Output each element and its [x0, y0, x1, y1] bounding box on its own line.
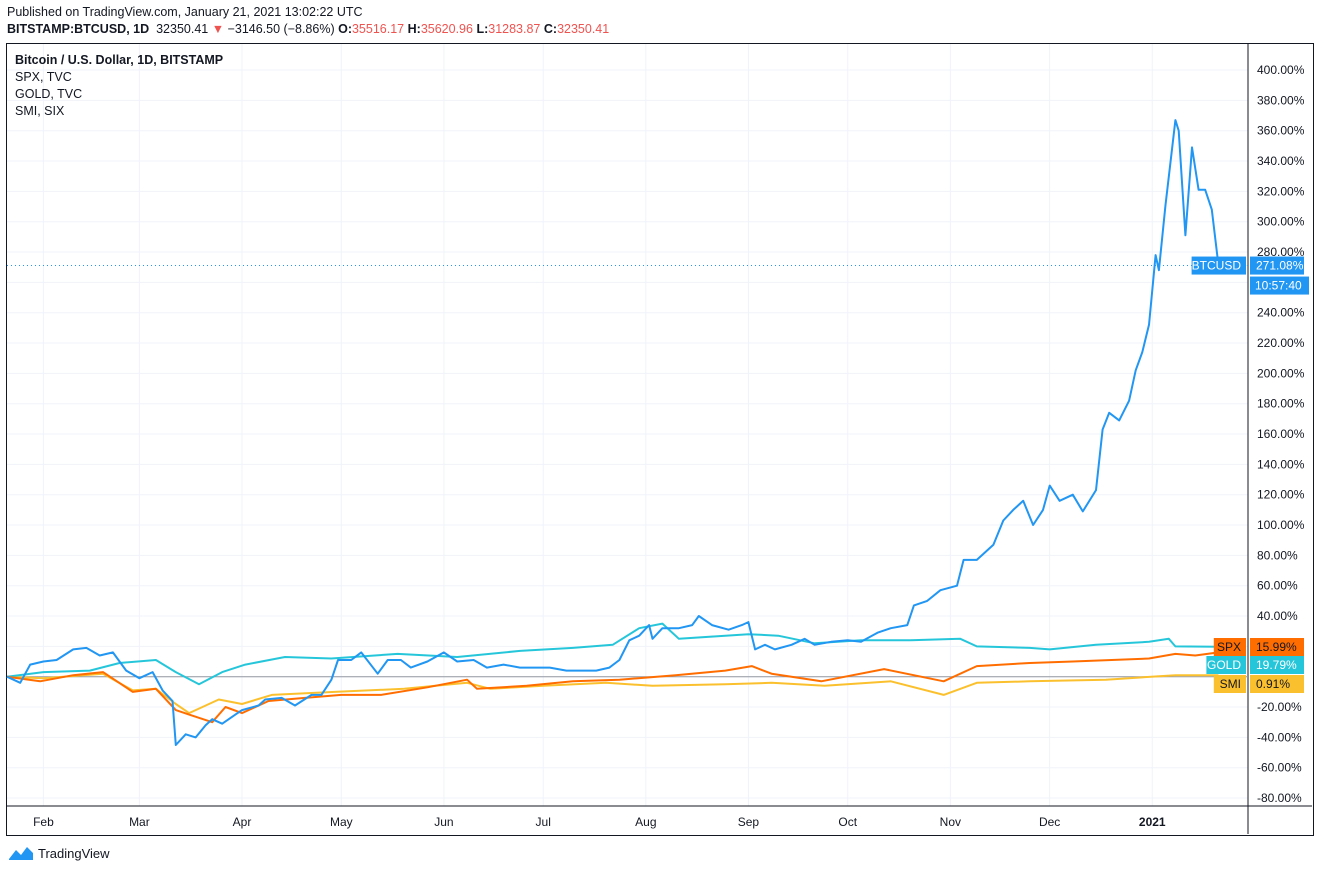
y-tick-label: 280.00% [1257, 245, 1305, 259]
series-line-spx [6, 651, 1219, 724]
y-tick-label: 380.00% [1257, 93, 1305, 107]
close-value: 32350.41 [557, 22, 610, 36]
y-tick-label: 40.00% [1257, 609, 1298, 623]
price-badge-gold [1250, 656, 1304, 674]
x-tick-label: Jun [434, 815, 453, 829]
price-badge-value: 15.99% [1256, 640, 1297, 654]
countdown-text: 10:57:40 [1255, 279, 1302, 293]
legend-item-btcusd[interactable]: Bitcoin / U.S. Dollar, 1D, BITSTAMP [15, 53, 224, 67]
x-tick-label: Sep [738, 815, 760, 829]
price-badge-smi [1250, 675, 1304, 693]
y-tick-label: 160.00% [1257, 427, 1305, 441]
price-badge-spx [1250, 638, 1304, 656]
open-label: O: [338, 22, 352, 36]
series-name-badge-text: GOLD [1207, 658, 1241, 672]
x-tick-label: Oct [838, 815, 857, 829]
y-tick-label: 320.00% [1257, 184, 1305, 198]
y-tick-label: 180.00% [1257, 397, 1305, 411]
low-value: 31283.87 [488, 22, 541, 36]
brand-name: TradingView [38, 845, 110, 861]
x-tick-label: Aug [635, 815, 656, 829]
x-tick-label: May [330, 815, 353, 829]
chart-frame[interactable] [6, 43, 1314, 836]
close-label: C: [543, 22, 558, 36]
triangle-down-icon: ▼ [211, 22, 225, 36]
y-tick-label: -20.00% [1257, 700, 1302, 714]
series-name-badge-text: SMI [1220, 677, 1241, 691]
x-tick-label: 2021 [1139, 815, 1166, 829]
series-name-badge-gold [1206, 656, 1246, 674]
high-value: 35620.96 [420, 22, 473, 36]
x-tick-label: Feb [33, 815, 54, 829]
y-tick-label: 80.00% [1257, 548, 1298, 562]
y-tick-label: -40.00% [1257, 730, 1302, 744]
y-tick-label: -60.00% [1257, 761, 1302, 775]
y-tick-label: 360.00% [1257, 124, 1305, 138]
x-tick-label: Apr [233, 815, 252, 829]
series-name-badge-smi [1213, 675, 1246, 693]
series-name-badge-spx [1213, 638, 1246, 656]
y-tick-label: 140.00% [1257, 457, 1305, 471]
price-badge-btcusd [1250, 256, 1304, 275]
open-value: 35516.17 [351, 22, 405, 36]
y-tick-label: 220.00% [1257, 336, 1305, 350]
legend-item-spx[interactable]: SPX, TVC [15, 70, 72, 84]
symbol-header: BITSTAMP:BTCUSD, 1D 32350.41 ▼ −3146.50 … [7, 22, 609, 36]
y-tick-label: 60.00% [1257, 579, 1298, 593]
countdown-badge [1250, 276, 1309, 295]
y-tick-label: -80.00% [1257, 791, 1302, 805]
price-badge-value: 19.79% [1256, 658, 1297, 672]
price-badge-value: 271.08% [1256, 259, 1304, 273]
symbol: BITSTAMP:BTCUSD, 1D [7, 22, 150, 36]
y-tick-label: 340.00% [1257, 154, 1305, 168]
price-change: −3146.50 (−8.86%) [227, 22, 335, 36]
x-tick-label: Nov [940, 815, 961, 829]
series-name-badge-text: SPX [1217, 640, 1241, 654]
tradingview-logo-icon [9, 847, 33, 860]
y-tick-label: 100.00% [1257, 518, 1305, 532]
y-tick-label: 300.00% [1257, 215, 1305, 229]
y-tick-label: 240.00% [1257, 306, 1305, 320]
published-note: Published on TradingView.com, January 21… [7, 5, 363, 19]
x-tick-label: Dec [1039, 815, 1060, 829]
y-tick-label: 200.00% [1257, 366, 1305, 380]
high-label: H: [407, 22, 421, 36]
low-label: L: [476, 22, 489, 36]
x-tick-label: Jul [536, 815, 551, 829]
y-tick-label: 400.00% [1257, 63, 1305, 77]
series-line-gold [6, 622, 1219, 686]
series-name-badge-text: BTCUSD [1192, 259, 1242, 273]
price-badge-value: 0.91% [1256, 677, 1290, 691]
series-name-badge-btcusd [1191, 256, 1246, 275]
series-line-btcusd [6, 119, 1220, 746]
last-price: 32350.41 [156, 22, 209, 36]
footer-brand[interactable]: TradingView [8, 845, 110, 861]
legend-item-smi[interactable]: SMI, SIX [15, 104, 65, 118]
x-tick-label: Mar [129, 815, 150, 829]
chart-legend: Bitcoin / U.S. Dollar, 1D, BITSTAMP SPX,… [15, 52, 223, 120]
legend-item-gold[interactable]: GOLD, TVC [15, 87, 83, 101]
y-tick-label: 120.00% [1257, 488, 1305, 502]
